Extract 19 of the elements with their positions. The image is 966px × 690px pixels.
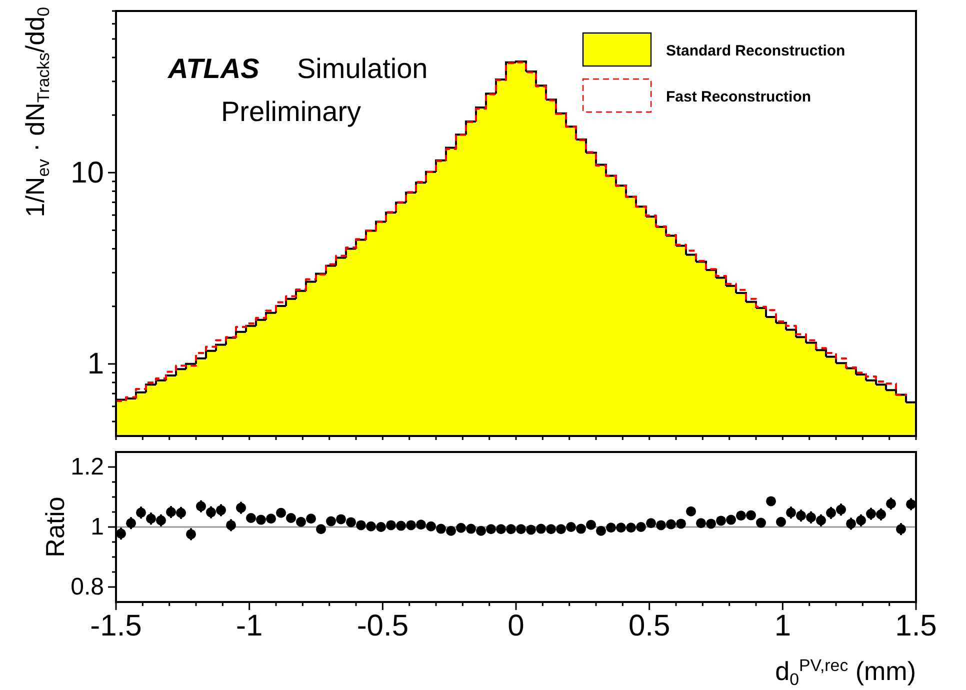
legend-label: Standard Reconstruction — [666, 42, 846, 60]
x-tick-label: 1.5 — [895, 609, 937, 642]
legend-label: Fast Reconstruction — [666, 88, 812, 106]
y-tick-label: 0.8 — [70, 574, 104, 601]
y-tick-label: 10 — [70, 156, 104, 190]
x-tick-label: 0.5 — [628, 609, 670, 642]
y-tick-label: 1.2 — [70, 454, 104, 481]
y-tick-label: 1 — [90, 514, 104, 541]
x-axis-title: d$_{0}$$^{PV,rec}$ (mm) — [775, 656, 916, 690]
x-tick-label: 1 — [774, 609, 792, 642]
y-tick-label: 1 — [87, 348, 104, 381]
y-axis-title: Ratio — [40, 496, 70, 558]
annotation: ATLAS — [167, 53, 260, 84]
x-tick-label: -1 — [236, 609, 263, 642]
x-tick-label: -0.5 — [356, 609, 409, 642]
x-tick-label: -1.5 — [90, 609, 142, 642]
x-tick-label: 0 — [508, 609, 524, 642]
annotation: Simulation — [297, 53, 428, 84]
annotation: Preliminary — [221, 96, 362, 127]
